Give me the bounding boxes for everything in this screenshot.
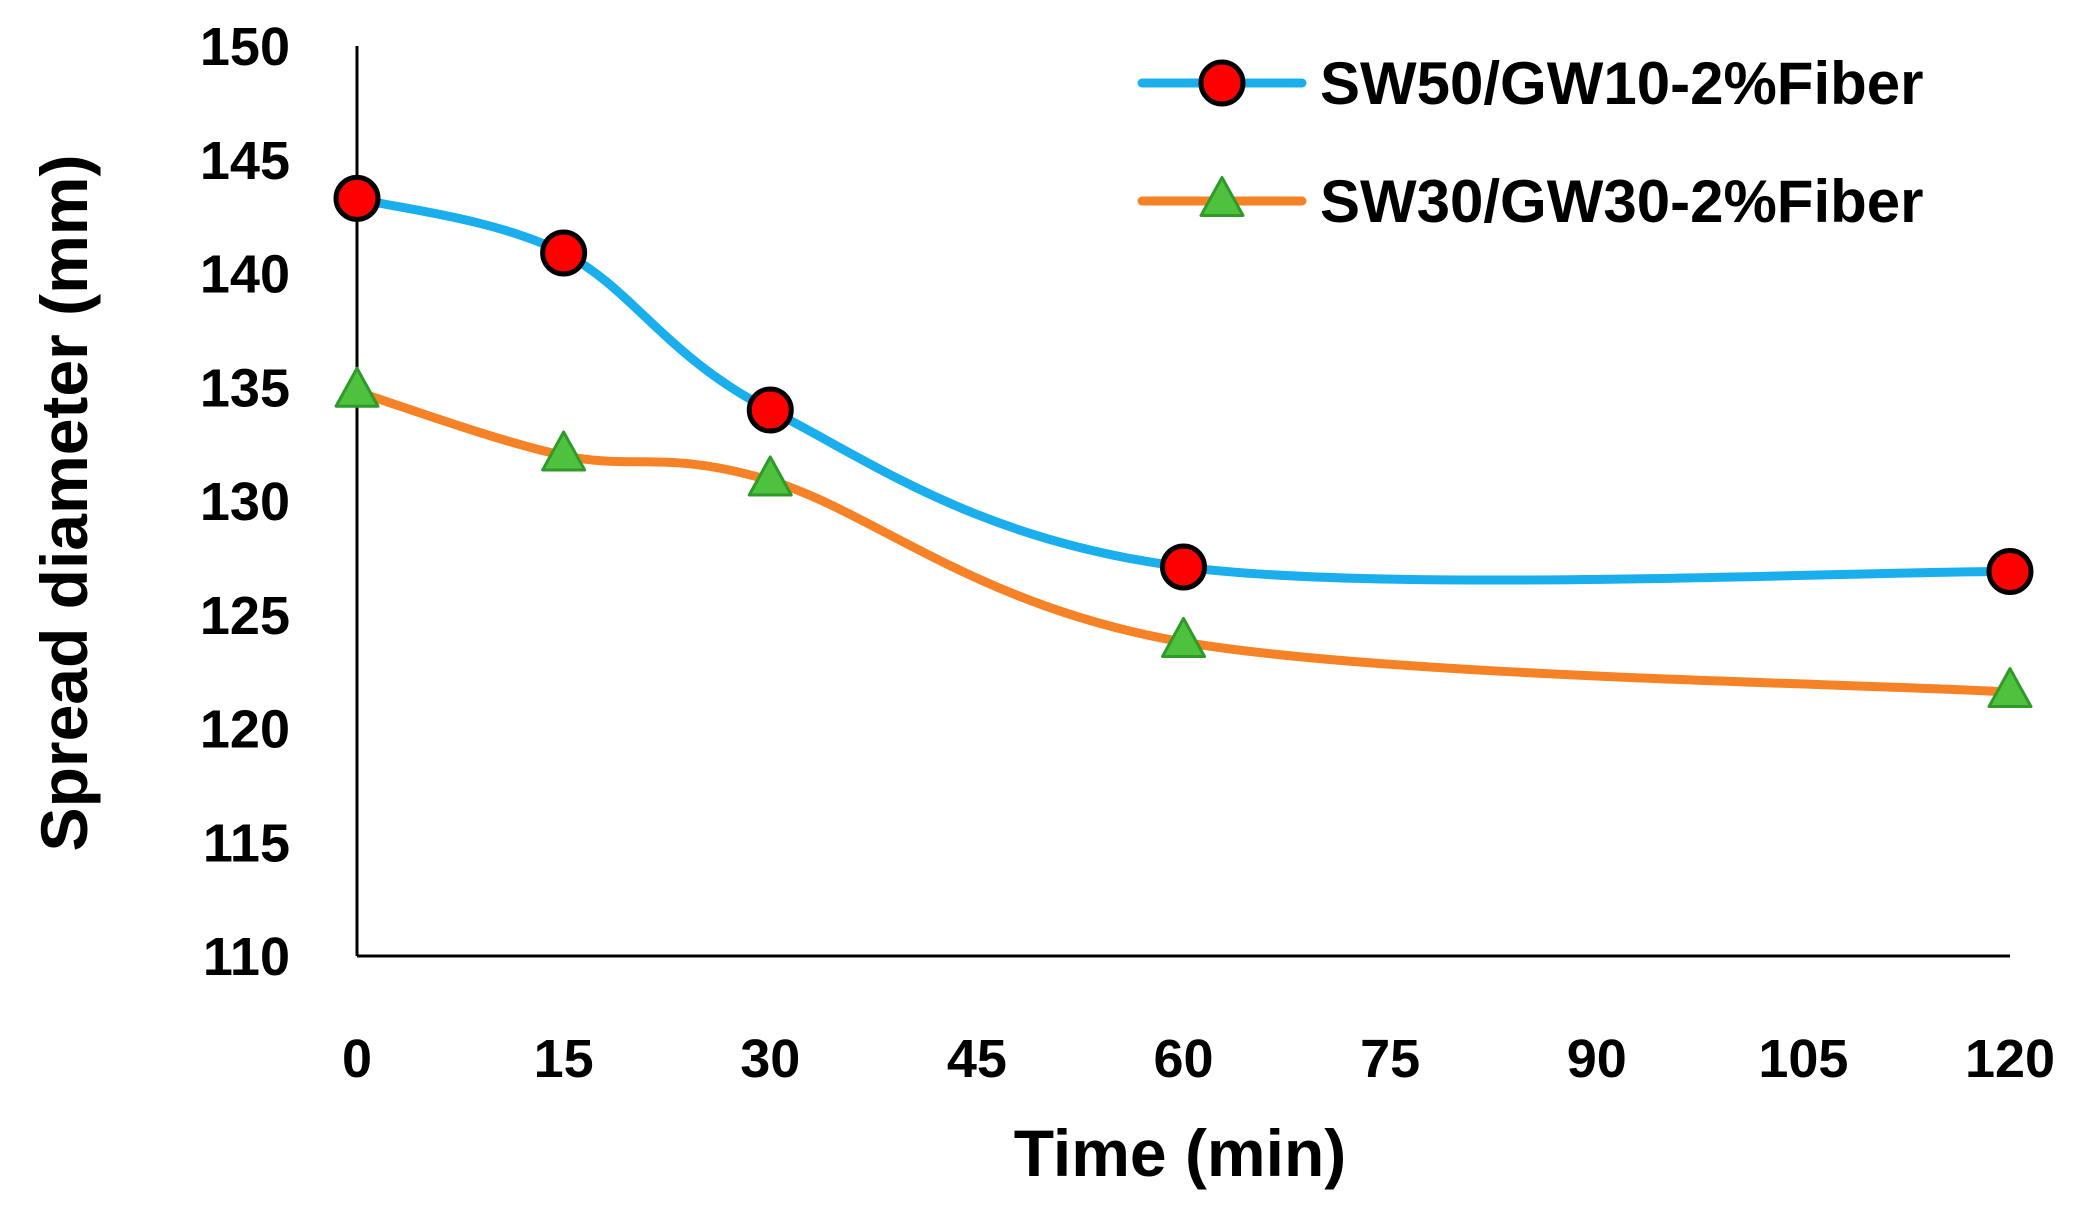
series-line bbox=[352, 193, 2015, 585]
data-point bbox=[541, 430, 587, 472]
data-point bbox=[1161, 616, 1206, 658]
x-tick-label: 75 bbox=[1360, 1029, 1420, 1089]
series-line bbox=[352, 387, 2015, 697]
legend: SW50/GW10-2%Fiber SW30/GW30-2%Fiber bbox=[1137, 50, 1924, 235]
legend-item: SW50/GW10-2%Fiber bbox=[1137, 50, 1924, 117]
x-tick-label: 90 bbox=[1567, 1029, 1627, 1089]
legend-item: SW30/GW30-2%Fiber bbox=[1137, 168, 1924, 235]
data-point bbox=[746, 386, 794, 434]
y-axis-title: Spread diameter (mm) bbox=[27, 155, 101, 852]
data-point bbox=[1986, 548, 2034, 596]
x-axis-title: Time (min) bbox=[1014, 1116, 1346, 1190]
series-2 bbox=[334, 366, 2033, 709]
y-tick-label: 110 bbox=[203, 927, 290, 987]
y-tick-label: 125 bbox=[200, 586, 290, 646]
y-tick-label: 150 bbox=[200, 17, 290, 77]
x-tick-label: 30 bbox=[740, 1029, 800, 1089]
x-tick-label: 120 bbox=[1965, 1029, 2055, 1089]
y-tick-label: 130 bbox=[200, 472, 290, 532]
data-point bbox=[1160, 543, 1207, 591]
x-tick-label: 105 bbox=[1758, 1029, 1848, 1089]
legend-label: SW50/GW10-2%Fiber bbox=[1320, 50, 1924, 117]
y-tick-labels: 110 115 120 125 130 135 140 145 150 bbox=[200, 17, 290, 987]
y-tick-label: 145 bbox=[200, 131, 290, 191]
x-tick-label: 15 bbox=[534, 1029, 594, 1089]
y-tick-label: 140 bbox=[200, 245, 290, 305]
data-point bbox=[540, 229, 588, 277]
series-layer bbox=[333, 174, 2034, 709]
y-tick-label: 120 bbox=[200, 700, 290, 760]
x-tick-label: 45 bbox=[947, 1029, 1007, 1089]
data-point bbox=[1987, 667, 2033, 709]
legend-label: SW30/GW30-2%Fiber bbox=[1320, 168, 1924, 235]
x-tick-labels: 0 15 30 45 60 75 90 105 120 bbox=[342, 1029, 2055, 1089]
series-1 bbox=[333, 174, 2034, 596]
x-tick-label: 60 bbox=[1153, 1029, 1213, 1089]
y-tick-label: 135 bbox=[200, 358, 290, 418]
data-point bbox=[747, 455, 793, 497]
x-tick-label: 0 bbox=[342, 1029, 372, 1089]
data-point bbox=[334, 366, 380, 408]
y-tick-label: 115 bbox=[203, 813, 290, 873]
legend-marker bbox=[1198, 59, 1246, 107]
legend-marker bbox=[1199, 175, 1245, 217]
data-point bbox=[333, 174, 381, 222]
